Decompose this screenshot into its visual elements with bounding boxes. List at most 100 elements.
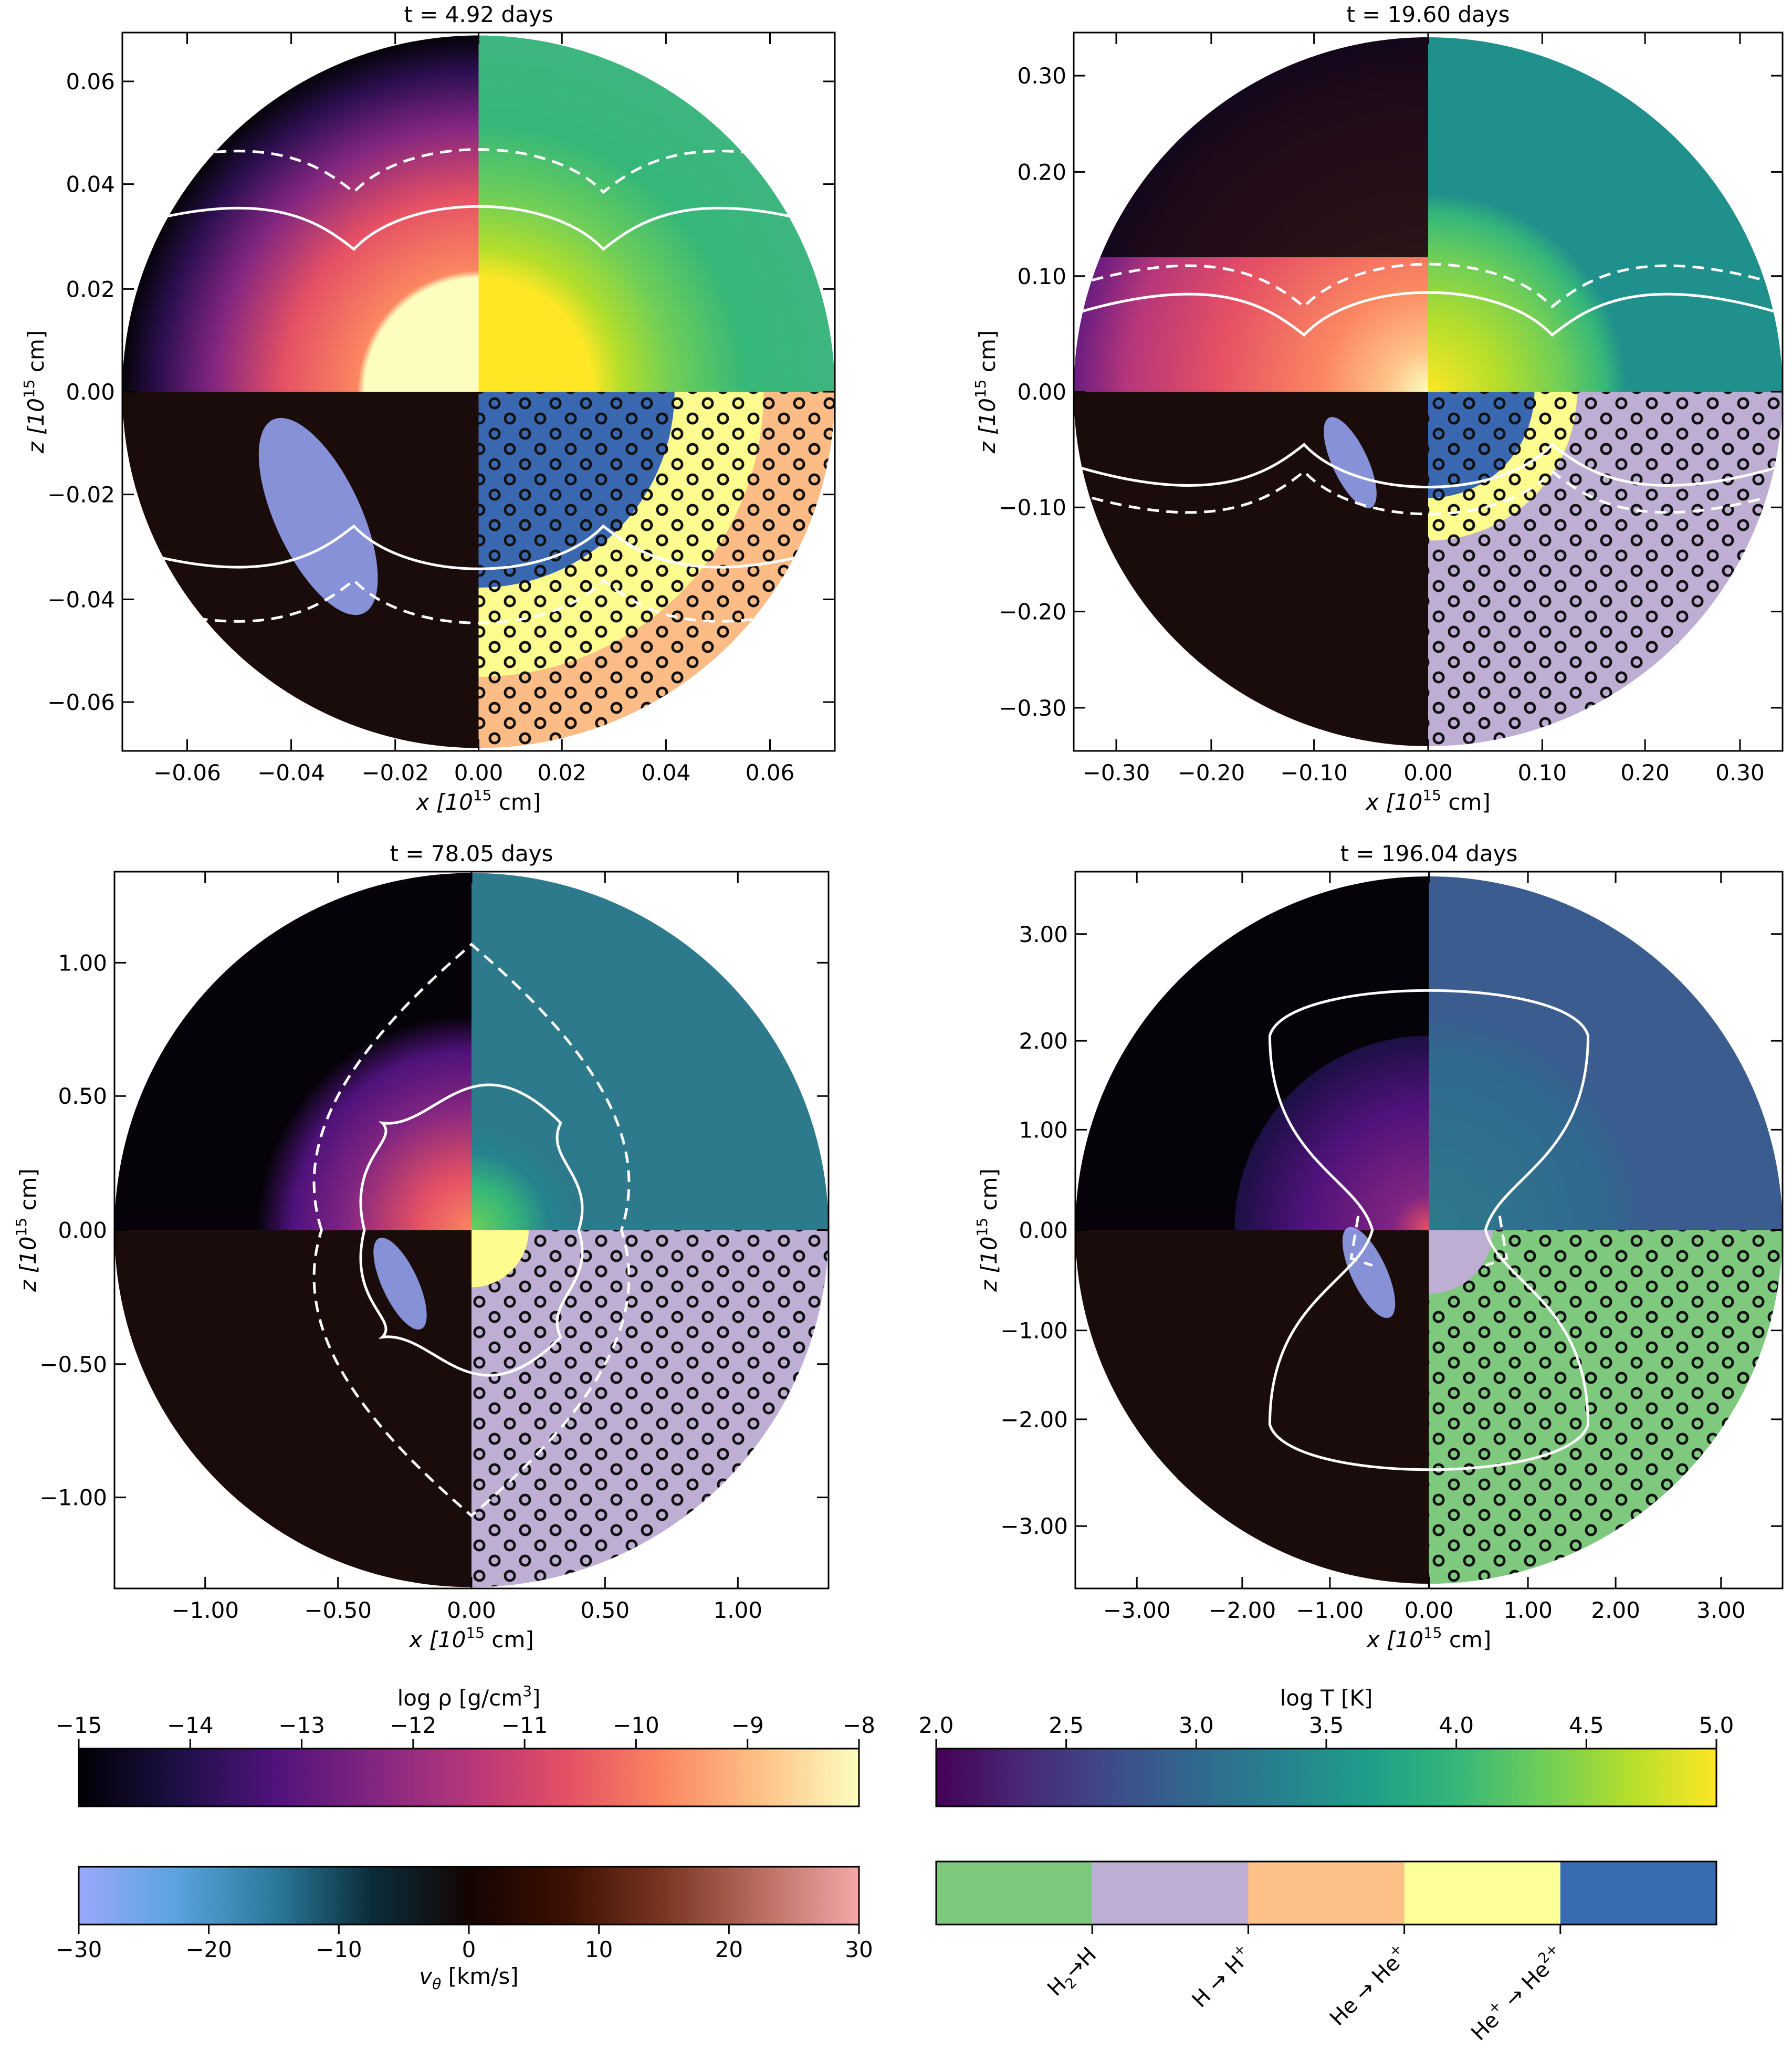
z-axis-label: z [1015 cm] [20, 330, 49, 454]
temperature-colorbar-tick-label: 3.5 [1309, 1712, 1344, 1738]
z-tick-label: 0.00 [1017, 379, 1066, 405]
velocity-colorbar-bar [78, 1866, 860, 1926]
density-colorbar: −15 −14 −13 −12 −11 −10 −9 −8 log ρ [g/cm3] [56, 1682, 875, 1807]
z-tick-label: 1.00 [58, 950, 107, 976]
z-tick-label: −0.02 [47, 482, 115, 508]
z-tick-label: 0.00 [1019, 1218, 1068, 1243]
simulation-disk [1074, 37, 1783, 746]
z-tick-label: 0.00 [58, 1218, 107, 1243]
ionization-band [1429, 1230, 1493, 1294]
z-tick-label: 1.00 [1019, 1117, 1068, 1143]
panel-1: −0.06 −0.04 −0.02 0.00 0.02 0.04 0.06 0.06 0.04 0… [20, 2, 836, 815]
x-tick-label: 0.04 [642, 760, 691, 786]
z-tick-label: −0.50 [39, 1352, 107, 1377]
temperature-colorbar-tick-label: 2.0 [919, 1712, 954, 1738]
contours [1074, 263, 1783, 516]
z-tick-label: 0.10 [1017, 264, 1066, 289]
x-tick-label: −0.04 [257, 760, 325, 786]
ionization-hatch [1429, 1230, 1783, 1584]
x-axis-label: x [1015 cm] [408, 1624, 533, 1653]
z-tick-label: 0.20 [1017, 159, 1066, 185]
x-axis-label: x [1015 cm] [1366, 1624, 1491, 1653]
dashed-contour [1349, 1216, 1373, 1267]
z-tick-label: −1.00 [39, 1485, 107, 1511]
temperature-colorbar-tick-label: 2.5 [1049, 1712, 1084, 1738]
density-low-region [1074, 37, 1428, 257]
temperature-colorbar-bar [935, 1748, 1717, 1807]
x-tick-label: 2.00 [1591, 1597, 1640, 1623]
infall-velocity-region [258, 417, 378, 615]
z-tick-label: 2.00 [1019, 1028, 1068, 1054]
velocity-colorbar: −30 −20 −10 0 10 20 30 vθ [km/s] [56, 1866, 873, 1993]
density-colorbar-tick-label: −13 [278, 1712, 325, 1738]
density-colorbar-tick-label: −11 [501, 1712, 548, 1738]
temperature-field [471, 873, 829, 1230]
x-tick-label: 1.00 [714, 1597, 763, 1623]
x-tick-label: −3.00 [1103, 1597, 1171, 1623]
panel-title: t = 78.05 days [390, 841, 553, 866]
x-axis-label: x [1015 cm] [1365, 787, 1490, 815]
x-tick-label: −0.06 [153, 760, 221, 786]
temperature-field [1429, 876, 1783, 1230]
density-colorbar-tick-label: −12 [390, 1712, 437, 1738]
solid-contour-top [122, 205, 835, 251]
velocity-quadrant [1074, 392, 1428, 746]
ionization-hatch [471, 1230, 829, 1587]
velocity-colorbar-tick-label: −30 [56, 1937, 102, 1962]
dashed-contour-bottom [1074, 469, 1783, 516]
x-tick-label: 0.30 [1715, 760, 1765, 786]
velocity-colorbar-tick-label: 20 [715, 1937, 743, 1962]
ionization-hatch [478, 392, 675, 588]
infall-velocity-region [1324, 417, 1377, 508]
velocity-colorbar-tick-label: 30 [845, 1937, 873, 1962]
z-tick-label: −0.06 [47, 689, 115, 715]
z-tick-label: −1.00 [1000, 1318, 1068, 1344]
x-tick-label: 0.00 [1403, 760, 1453, 786]
z-tick-label: 3.00 [1019, 922, 1068, 947]
ionization-stage-label: He+ → He2+ [1464, 1940, 1569, 2045]
solid-contour [1268, 989, 1590, 1471]
x-tick-label: −1.00 [171, 1597, 239, 1623]
density-colorbar-tick-label: −9 [731, 1712, 764, 1738]
ionization-stage-label: He → He+ [1323, 1940, 1413, 2031]
axis-ticks [1074, 33, 1783, 751]
density-blob [1234, 1036, 1429, 1230]
density-blob [257, 1016, 471, 1230]
z-tick-label: 0.06 [66, 69, 115, 95]
z-axis-label: z [1015 cm] [13, 1168, 41, 1292]
panel-4: −3.00 −2.00 −1.00 0.00 1.00 2.00 3.00 3.00 2.00 1… [973, 841, 1784, 1653]
ionization-stage-label: H2→H [1043, 1943, 1104, 2004]
dashed-contour [1485, 1216, 1508, 1267]
ionization-swatch [1404, 1862, 1560, 1925]
ionization-band [471, 1230, 529, 1288]
z-tick-label: 0.04 [66, 172, 115, 197]
ionization-hatch [1428, 392, 1535, 498]
x-tick-label: −2.00 [1209, 1597, 1276, 1623]
z-tick-label: 0.30 [1017, 63, 1066, 89]
velocity-colorbar-tick-label: 0 [462, 1937, 476, 1962]
x-tick-label: −0.02 [361, 760, 429, 786]
panels-layer: −0.06 −0.04 −0.02 0.00 0.02 0.04 0.06 0.06 0.04 0… [13, 2, 1784, 1653]
ionization-colorbar: H2→H H → H+ He → He+ He+ → He2+ [935, 1860, 1717, 2045]
density-colorbar-tick-label: −8 [843, 1712, 875, 1738]
density-colorbar-tick-label: −15 [56, 1712, 102, 1738]
x-tick-label: −0.50 [304, 1597, 372, 1623]
z-tick-label: −0.20 [999, 599, 1066, 625]
contours [312, 943, 631, 1518]
temperature-colorbar: 2.0 2.5 3.0 3.5 4.0 4.5 5.0 log T [K] [919, 1685, 1734, 1807]
ionization-stage-label: H → H+ [1185, 1940, 1257, 2012]
simulation-disk [114, 873, 829, 1587]
solid-contour-bottom [1074, 443, 1783, 489]
x-tick-label: −0.20 [1178, 760, 1245, 786]
contours [122, 148, 835, 624]
simulation-disk [122, 35, 835, 748]
axis-ticks [1075, 872, 1783, 1588]
solid-contour-top [1074, 291, 1783, 337]
z-axis-label: z [1015 cm] [973, 1168, 1002, 1292]
density-colorbar-bar [78, 1748, 860, 1807]
x-tick-label: −0.30 [1083, 760, 1150, 786]
ionization-swatch [936, 1862, 1093, 1925]
panel-title: t = 196.04 days [1340, 841, 1518, 866]
